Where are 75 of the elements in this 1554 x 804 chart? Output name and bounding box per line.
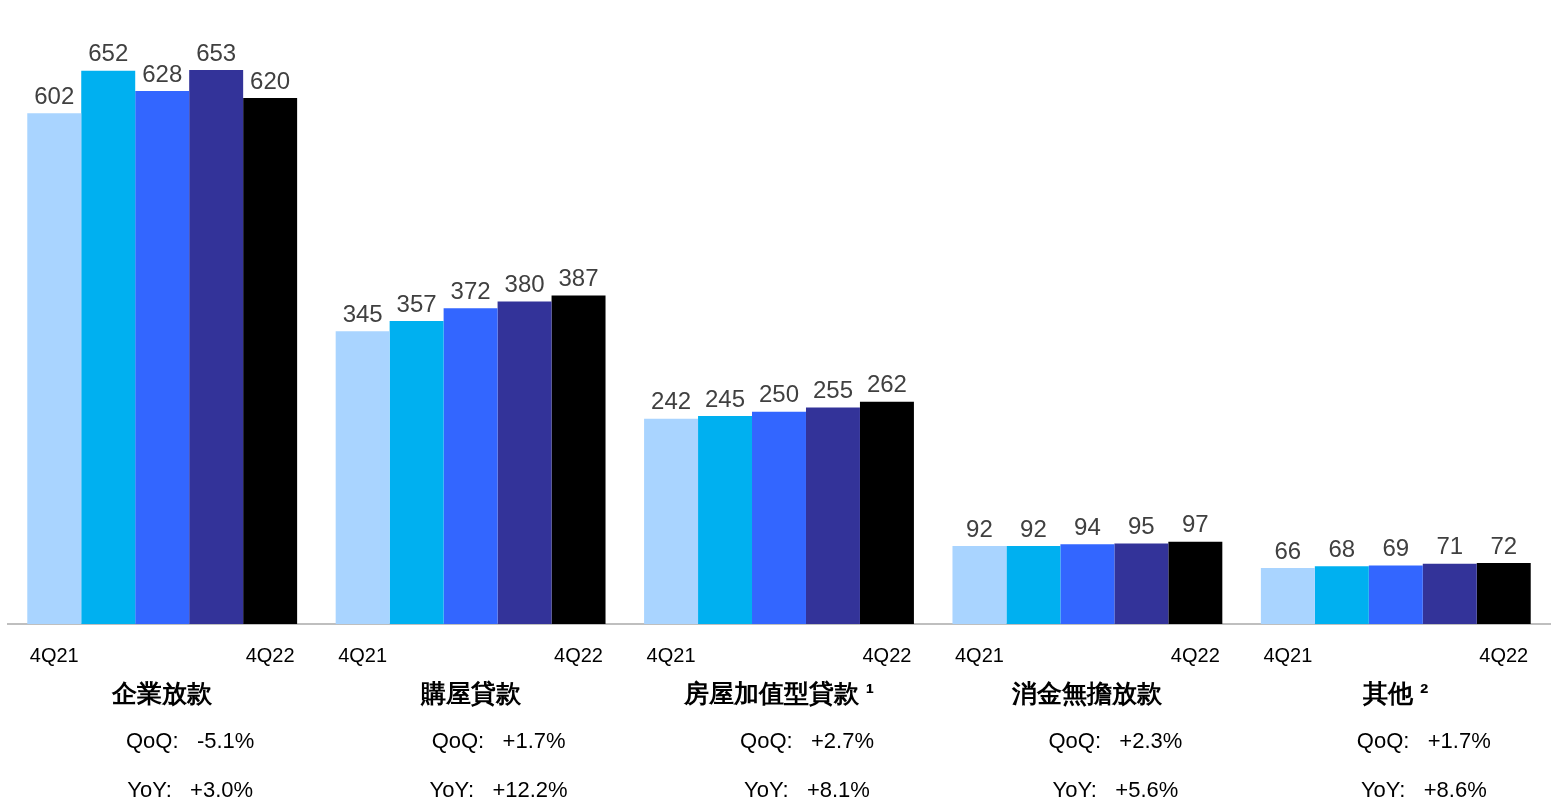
bar xyxy=(551,295,606,624)
text: YoY: +5.6% xyxy=(1052,777,1179,803)
text: QoQ: -5.1% xyxy=(126,728,255,754)
bar xyxy=(952,545,1007,624)
data-label: 602 xyxy=(34,81,75,109)
bar xyxy=(443,308,498,624)
data-label: 357 xyxy=(396,289,437,317)
text: YoY: +8.1% xyxy=(744,777,870,803)
bar xyxy=(1314,566,1369,624)
x-tick-label: 企業放款 xyxy=(111,678,214,707)
text: QoQ: +1.7% xyxy=(1356,728,1491,754)
text: 4Q22 xyxy=(862,643,912,666)
data-label: 345 xyxy=(342,299,383,327)
bar xyxy=(644,418,699,624)
series-label: 4Q22 xyxy=(245,643,295,666)
bar xyxy=(243,97,298,624)
bar xyxy=(135,91,190,624)
bar xyxy=(805,407,860,624)
data-label: 66 xyxy=(1274,536,1302,564)
x-tick-label: 購屋貸款 xyxy=(419,678,522,707)
bar xyxy=(1114,543,1169,624)
bar xyxy=(1006,545,1061,624)
bar xyxy=(1168,541,1223,624)
text: QoQ: +2.7% xyxy=(740,728,874,754)
data-label: 92 xyxy=(1020,514,1047,542)
bar xyxy=(335,331,390,624)
data-label: 69 xyxy=(1382,534,1410,562)
text: 4Q21 xyxy=(1263,643,1313,666)
data-label: 71 xyxy=(1436,532,1464,560)
bar xyxy=(1422,563,1477,624)
x-tick-label: 其他 ² xyxy=(1362,678,1429,707)
data-label: 95 xyxy=(1128,512,1155,540)
text: YoY: +3.0% xyxy=(127,777,254,803)
x-tick-label: 消金無擔放款 xyxy=(1011,678,1164,707)
bar xyxy=(1260,567,1315,624)
bar xyxy=(1060,544,1115,624)
bar xyxy=(81,70,136,624)
text: 4Q22 xyxy=(1170,643,1220,666)
data-label: 72 xyxy=(1490,531,1518,559)
text: 4Q22 xyxy=(1479,643,1529,666)
data-label: 242 xyxy=(651,387,692,415)
text: QoQ: +1.7% xyxy=(431,728,566,754)
data-label: 245 xyxy=(705,384,746,412)
text: 4Q21 xyxy=(646,643,696,666)
data-label: 620 xyxy=(250,66,291,94)
text: 4Q21 xyxy=(954,643,1004,666)
data-label: 653 xyxy=(196,38,237,66)
text: QoQ: +2.3% xyxy=(1048,728,1183,754)
bar xyxy=(752,411,806,624)
text: YoY: +12.2% xyxy=(429,777,568,803)
bar xyxy=(698,416,753,624)
bar xyxy=(497,301,552,624)
text: 4Q21 xyxy=(338,643,388,666)
data-label: 387 xyxy=(558,264,599,292)
bar xyxy=(189,69,244,624)
data-label: 262 xyxy=(866,370,907,398)
text: 4Q22 xyxy=(554,643,604,666)
data-label: 250 xyxy=(758,380,800,408)
bar xyxy=(1368,565,1423,624)
bar xyxy=(859,401,914,624)
x-tick-label: 房屋加值型貸款 ¹ xyxy=(682,678,875,707)
series-label: 4Q21 xyxy=(29,643,79,666)
text: YoY: +8.6% xyxy=(1360,777,1487,803)
bar xyxy=(27,113,82,624)
data-label: 652 xyxy=(88,39,129,67)
data-label: 255 xyxy=(812,376,853,404)
bar xyxy=(389,321,444,624)
data-label: 372 xyxy=(450,276,491,304)
data-label: 380 xyxy=(504,270,545,298)
data-label: 97 xyxy=(1181,510,1209,538)
data-label: 628 xyxy=(142,59,183,87)
bar xyxy=(1476,562,1531,624)
data-label: 94 xyxy=(1074,512,1101,540)
data-label: 68 xyxy=(1328,534,1356,562)
data-label: 92 xyxy=(966,514,993,542)
